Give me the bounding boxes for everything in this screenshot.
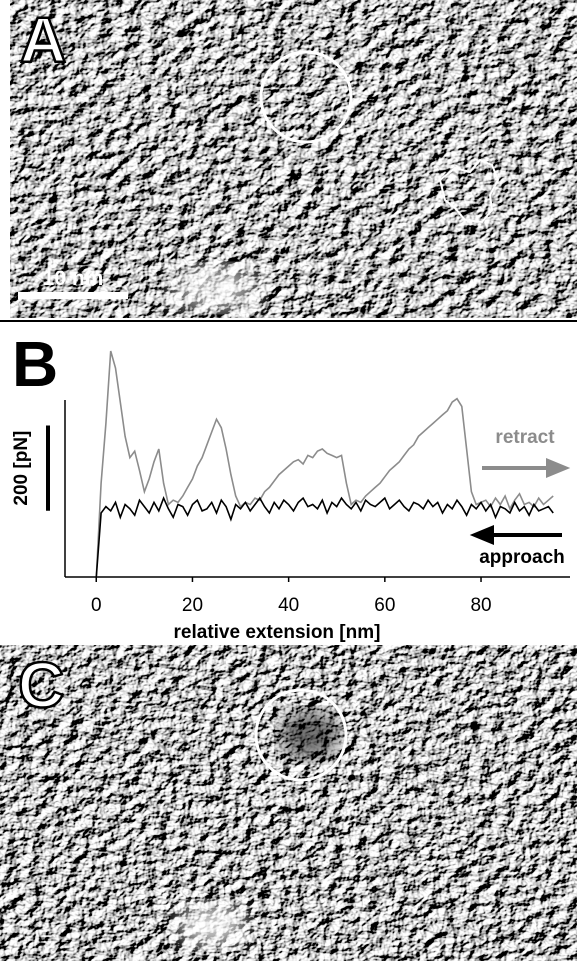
series-line [95,350,554,578]
panel-label: C [18,649,64,721]
bright-spot [170,266,260,310]
outline-marker [438,158,500,224]
scale-bar [18,292,128,299]
y-scale-bar-label: 200 [pN] [11,431,32,506]
panel-a: A 10 nm [10,0,577,318]
panel-c: C [0,645,577,961]
circle-marker [254,688,348,782]
x-axis-label: relative extension [nm] [174,622,381,643]
afm-image [0,645,577,961]
bright-spot [177,903,247,947]
x-tick-label: 20 [182,595,203,616]
x-tick-label: 80 [470,595,491,616]
x-tick-label: 0 [91,595,102,616]
x-tick-label: 40 [278,595,299,616]
legend-label: retract [495,427,555,448]
scale-bar-label: 10 nm [43,267,104,290]
legend-arrow [469,525,562,545]
circle-marker [259,50,353,144]
panel-label: B [12,328,58,400]
panel-b: B 0 20 40 60 80 relative extension [nm] 200 [p… [11,328,571,643]
x-tick-label: 60 [374,595,395,616]
dark-spot [280,710,340,760]
legend-arrow [482,458,571,478]
legend-label: approach [479,547,565,568]
series-line [95,495,554,578]
panel-label: A [20,4,66,76]
